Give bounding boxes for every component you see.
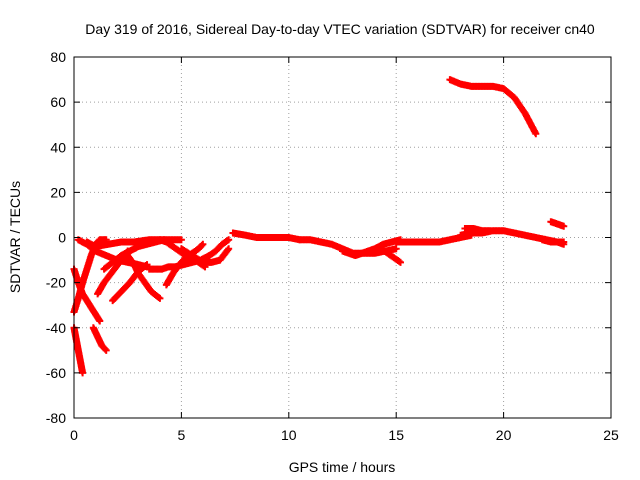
data-point (177, 236, 185, 244)
series-arc-1 (70, 324, 87, 377)
x-tick-label: 20 (496, 427, 512, 443)
data-point (79, 369, 87, 377)
y-tick-label: 60 (50, 94, 66, 110)
data-point (156, 294, 164, 302)
series-arc-10 (124, 252, 164, 302)
series-arc-22 (461, 224, 495, 235)
x-tick-label: 25 (603, 427, 619, 443)
series-arc-6 (89, 324, 110, 354)
y-tick-label: 80 (50, 49, 66, 65)
data-point (225, 236, 233, 244)
data-point (487, 227, 495, 235)
series-arc-2 (70, 265, 104, 325)
data-point (143, 261, 151, 269)
x-tick-label: 5 (178, 427, 186, 443)
series-arc-16 (229, 229, 304, 244)
data-point (96, 317, 104, 325)
series-arc-14 (177, 245, 233, 266)
x-tick-label: 10 (281, 427, 297, 443)
data-point (392, 245, 400, 253)
x-tick-label: 15 (388, 427, 404, 443)
data-point (198, 241, 206, 249)
data-point (560, 238, 568, 246)
y-tick-label: -80 (46, 410, 66, 426)
ticks: 0 5 10 15 20 25 -80 -60 -40 -20 0 20 40 60 80 (46, 49, 619, 443)
data-point (199, 240, 207, 248)
x-tick-label: 0 (70, 427, 78, 443)
series-arc-20 (392, 231, 475, 246)
y-tick-label: -60 (46, 365, 66, 381)
series-arc-23 (446, 76, 540, 138)
y-tick-label: -20 (46, 275, 66, 291)
data-point (102, 346, 110, 354)
x-axis-label: GPS time / hours (289, 459, 396, 475)
data-point (225, 245, 233, 253)
grid (74, 57, 611, 418)
data-point (396, 258, 404, 266)
y-tick-label: 40 (50, 139, 66, 155)
data-point (532, 130, 540, 138)
y-tick-label: 20 (50, 184, 66, 200)
data-layer (70, 76, 568, 377)
y-tick-label: 0 (58, 230, 66, 246)
series-arc-24 (547, 218, 568, 230)
series-arc-9 (100, 236, 168, 273)
chart-title: Day 319 of 2016, Sidereal Day-to-day VTE… (85, 21, 595, 37)
series-arc-15 (205, 236, 233, 260)
y-axis-label: SDTVAR / TECUs (7, 181, 23, 293)
data-point (101, 345, 109, 353)
series-arc-19 (377, 245, 404, 266)
series-arc-25 (538, 236, 568, 246)
data-point (560, 222, 568, 230)
y-tick-label: -40 (46, 320, 66, 336)
